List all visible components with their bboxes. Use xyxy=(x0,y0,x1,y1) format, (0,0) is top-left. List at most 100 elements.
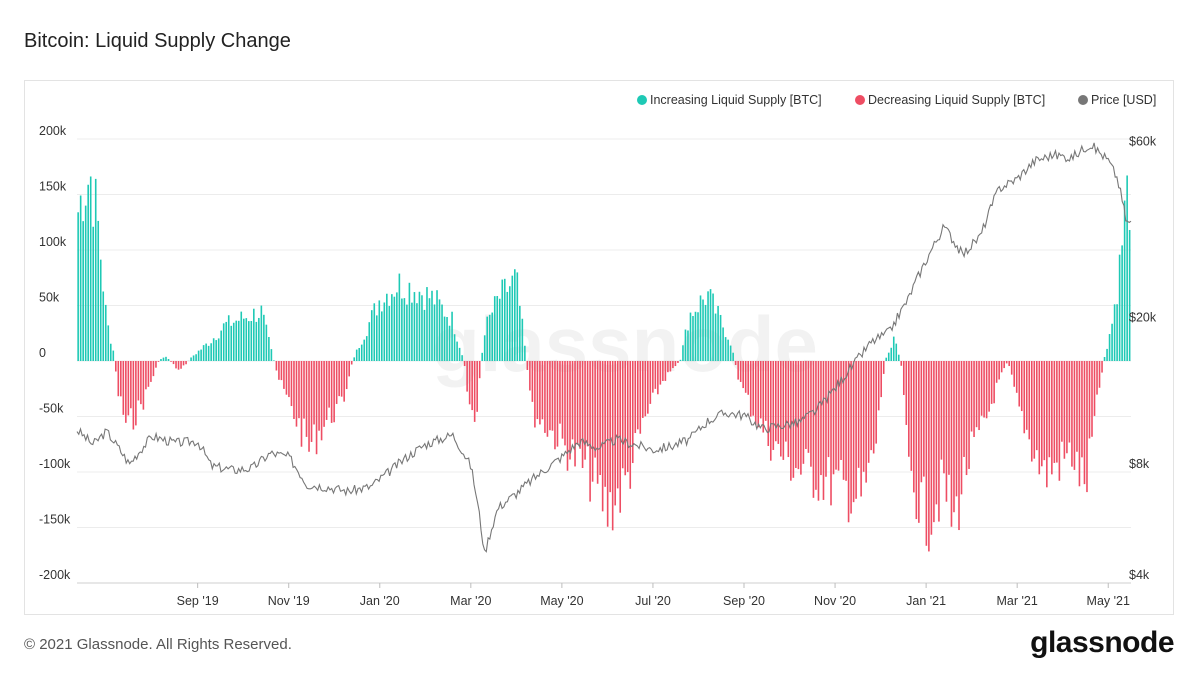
bar-decrease xyxy=(1063,361,1066,459)
bar-increase xyxy=(436,290,438,361)
legend: Increasing Liquid Supply [BTC] Decreasin… xyxy=(637,93,1156,107)
bar-decrease xyxy=(636,361,639,430)
bar-decrease xyxy=(1081,361,1083,458)
bar-decrease xyxy=(928,361,930,552)
bar-decrease xyxy=(526,361,529,370)
bar-decrease xyxy=(554,361,556,450)
bar-decrease xyxy=(591,361,594,482)
bar-decrease xyxy=(973,361,975,438)
bar-decrease xyxy=(918,361,920,523)
bar-decrease xyxy=(177,361,180,370)
bar-increase xyxy=(373,303,376,361)
bar-decrease xyxy=(923,361,925,477)
bar-decrease xyxy=(837,361,840,471)
bar-decrease xyxy=(631,361,634,464)
bar-decrease xyxy=(825,361,827,477)
bar-decrease xyxy=(827,361,830,458)
bar-increase xyxy=(413,292,416,361)
bar-decrease xyxy=(1041,361,1043,467)
bar-decrease xyxy=(832,361,835,475)
bar-decrease xyxy=(157,361,160,362)
bar-increase xyxy=(1116,304,1118,361)
bar-decrease xyxy=(1073,361,1076,470)
bar-increase xyxy=(448,325,451,361)
bar-increase xyxy=(1126,175,1128,361)
bar-decrease xyxy=(536,361,539,420)
bar-increase xyxy=(697,312,699,361)
bar-decrease xyxy=(968,361,970,469)
bar-increase xyxy=(897,354,900,361)
bar-increase xyxy=(107,325,110,361)
bar-decrease xyxy=(762,361,765,433)
bar-decrease xyxy=(945,361,948,502)
bar-increase xyxy=(97,220,100,361)
bar-increase xyxy=(82,221,84,361)
bar-increase xyxy=(205,343,207,361)
legend-item-increase[interactable]: Increasing Liquid Supply [BTC] xyxy=(637,93,822,107)
bar-decrease xyxy=(1038,361,1041,475)
chart-frame: glassnode 200k 150k 100k 50k 0 -50k -100k -150k… xyxy=(24,80,1174,615)
bar-decrease xyxy=(135,361,137,426)
bar-decrease xyxy=(303,361,305,419)
bar-decrease xyxy=(1025,361,1028,430)
bar-increase xyxy=(109,343,112,361)
bar-decrease xyxy=(616,361,619,489)
bar-increase xyxy=(242,318,245,361)
bar-increase xyxy=(895,343,898,361)
bar-increase xyxy=(92,226,95,361)
x-tick-label: Jan '20 xyxy=(360,594,400,608)
bar-decrease xyxy=(556,361,559,447)
bar-increase xyxy=(210,343,212,361)
bar-increase xyxy=(89,176,92,361)
bar-decrease xyxy=(960,361,963,495)
legend-item-decrease[interactable]: Decreasing Liquid Supply [BTC] xyxy=(855,93,1045,107)
bar-increase xyxy=(443,316,446,361)
bar-decrease xyxy=(642,361,644,418)
bar-increase xyxy=(483,335,486,361)
bar-increase xyxy=(200,349,202,361)
brand-logo[interactable]: glassnode xyxy=(1030,626,1174,659)
bar-increase xyxy=(260,305,263,361)
bar-increase xyxy=(704,304,707,361)
bar-decrease xyxy=(594,361,596,458)
bar-increase xyxy=(438,299,441,361)
bar-increase xyxy=(707,291,709,361)
bar-increase xyxy=(235,320,238,361)
bar-decrease xyxy=(325,361,328,420)
legend-item-price[interactable]: Price [USD] xyxy=(1078,93,1156,107)
bar-increase xyxy=(195,354,197,361)
bar-decrease xyxy=(343,361,345,402)
bar-decrease xyxy=(1101,361,1103,373)
bar-increase xyxy=(887,352,890,361)
bar-increase xyxy=(268,337,270,361)
bar-increase xyxy=(1123,200,1126,361)
bar-increase xyxy=(727,339,729,361)
bar-increase xyxy=(355,349,358,361)
bar-decrease xyxy=(667,361,669,373)
bar-decrease xyxy=(1020,361,1023,412)
bar-decrease xyxy=(140,361,142,405)
bar-increase xyxy=(498,298,501,361)
bar-decrease xyxy=(130,361,132,409)
x-tick-label: Sep '19 xyxy=(177,594,219,608)
bar-decrease xyxy=(639,361,642,434)
bar-increase xyxy=(408,282,411,361)
bar-decrease xyxy=(938,361,940,522)
bar-decrease xyxy=(845,361,847,481)
bar-increase xyxy=(514,269,516,361)
bar-decrease xyxy=(983,361,985,418)
x-tick-label: Jan '21 xyxy=(906,594,946,608)
bar-increase xyxy=(84,205,87,361)
bar-decrease xyxy=(822,361,825,500)
supply-change-bars xyxy=(77,175,1131,552)
bar-decrease xyxy=(308,361,310,452)
bar-decrease xyxy=(935,361,938,505)
bar-decrease xyxy=(175,361,177,369)
bar-decrease xyxy=(752,361,755,416)
bar-decrease xyxy=(574,361,576,467)
bar-increase xyxy=(79,195,82,361)
bar-decrease xyxy=(792,361,795,478)
bar-increase xyxy=(702,299,704,361)
bar-increase xyxy=(383,302,386,361)
x-tick-label: May '21 xyxy=(1087,594,1130,608)
